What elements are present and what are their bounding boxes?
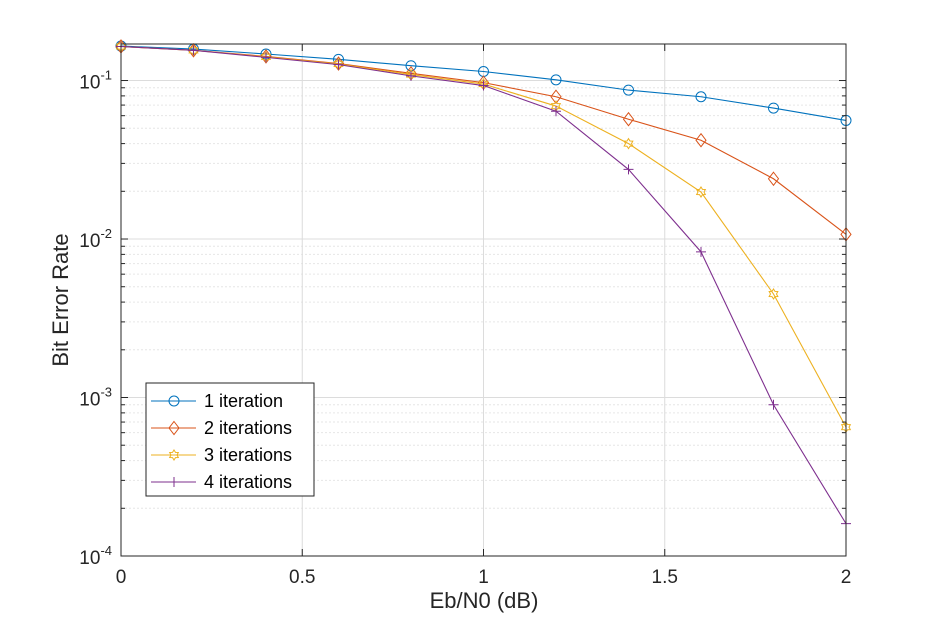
- y-tick-label: 10-1: [79, 68, 112, 94]
- x-tick-label: 1.5: [652, 567, 678, 588]
- legend-label: 4 iterations: [204, 472, 292, 492]
- x-tick-labels: 0 0.5 1 1.5 2: [116, 567, 852, 588]
- legend: 1 iteration 2 iterations 3 iterations 4 ite…: [145, 382, 315, 497]
- x-tick-label: 1: [478, 567, 489, 588]
- series-group: [115, 39, 852, 529]
- data-point-hexagram: [768, 288, 779, 300]
- legend-item: 3 iterations: [151, 445, 292, 465]
- legend-label: 1 iteration: [204, 391, 283, 411]
- x-tick-label: 2: [841, 567, 852, 588]
- data-point-diamond: [550, 89, 562, 105]
- y-axis-label: Bit Error Rate: [48, 233, 73, 366]
- data-point-hexagram: [168, 449, 180, 461]
- y-tick-label: 10-4: [79, 543, 112, 569]
- y-tick-labels: 10-4 10-3 10-2 10-1: [79, 68, 112, 569]
- data-point-circle: [405, 60, 417, 72]
- data-point-circle: [768, 102, 779, 114]
- data-point-diamond: [168, 420, 180, 436]
- data-point-plus: [169, 477, 179, 487]
- data-point-plus: [333, 59, 344, 70]
- data-point-hexagram: [695, 186, 707, 198]
- y-tick-label: 10-3: [79, 385, 112, 411]
- data-point-circle: [623, 84, 634, 96]
- legend-item: 1 iteration: [151, 391, 283, 411]
- x-tick-label: 0: [116, 567, 127, 588]
- data-point-plus: [261, 52, 271, 63]
- data-point-diamond: [695, 132, 707, 148]
- data-point-circle: [550, 74, 562, 86]
- data-point-circle: [168, 395, 180, 407]
- data-point-plus: [696, 246, 706, 257]
- y-tick-label: 10-2: [79, 226, 112, 252]
- data-point-hexagram: [623, 137, 634, 150]
- data-point-diamond: [767, 171, 780, 187]
- x-tick-label: 0.5: [289, 567, 315, 588]
- legend-item: 2 iterations: [151, 418, 292, 438]
- legend-label: 2 iterations: [204, 418, 292, 438]
- data-point-plus: [768, 399, 779, 410]
- data-point-circle: [695, 91, 707, 103]
- x-axis-label: Eb/N0 (dB): [430, 588, 539, 613]
- data-point-hexagram: [188, 44, 199, 57]
- data-point-plus: [406, 70, 416, 81]
- data-point-plus: [478, 80, 489, 91]
- data-point-diamond: [622, 111, 635, 127]
- data-point-plus: [188, 45, 199, 56]
- data-point-plus: [623, 164, 634, 175]
- axis-ticks: [120, 44, 847, 557]
- series-line: [120, 45, 847, 121]
- data-point-plus: [551, 106, 561, 117]
- legend-label: 3 iterations: [204, 445, 292, 465]
- legend-item: 4 iterations: [151, 472, 292, 492]
